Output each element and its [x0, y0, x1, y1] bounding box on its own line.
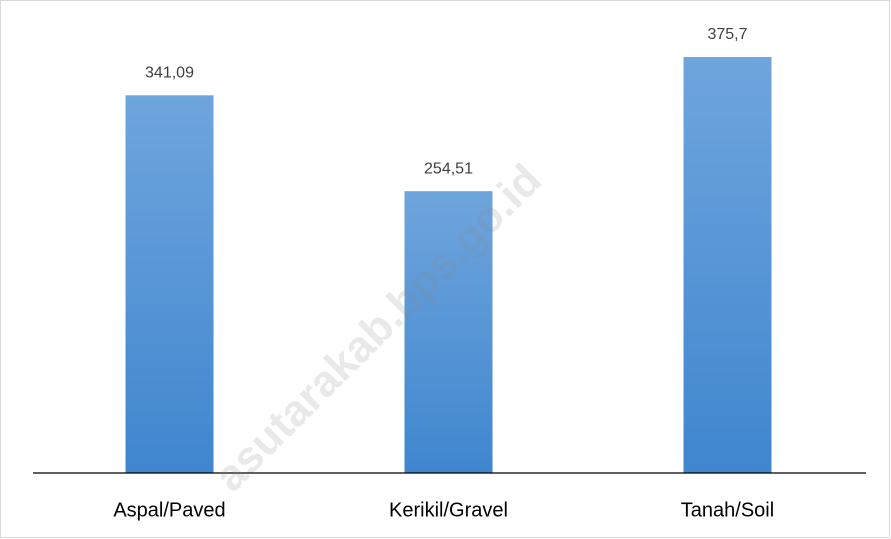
x-tick-label: Aspal/Paved [113, 499, 225, 521]
data-label: 254,51 [424, 160, 473, 177]
data-label: 341,09 [145, 65, 194, 82]
bar [404, 191, 493, 473]
x-tick-label: Kerikil/Gravel [389, 499, 508, 521]
plot: Aspal/Paved 341,09 Kerikil/Gravel 254,51 Tan… [113, 26, 774, 521]
x-tick-label: Tanah/Soil [681, 499, 774, 521]
data-label: 375,7 [707, 26, 747, 43]
bar [125, 95, 214, 473]
bar [683, 57, 772, 473]
